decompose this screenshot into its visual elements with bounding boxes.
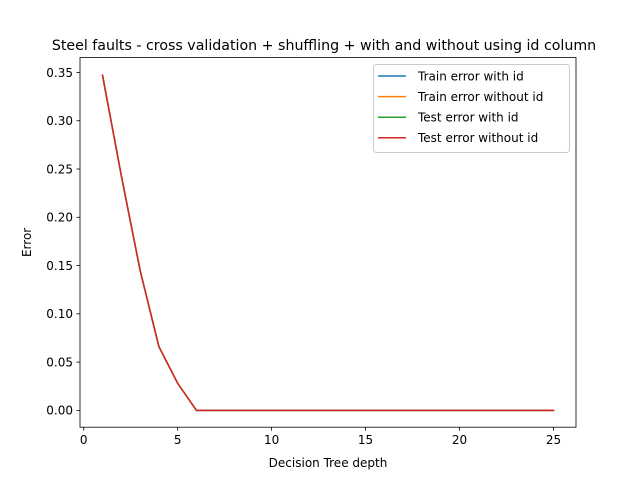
x-tick-label: 20	[452, 433, 467, 447]
y-tick-label: 0.30	[46, 114, 73, 128]
y-tick-label: 0.10	[46, 307, 73, 321]
legend-label: Train error without id	[417, 90, 543, 104]
y-tick-label: 0.35	[46, 66, 73, 80]
series-line-4	[101, 74, 555, 412]
legend: Train error with id Train error without i…	[373, 64, 570, 153]
legend-label: Train error with id	[417, 69, 524, 83]
x-axis-label: Decision Tree depth	[269, 456, 388, 470]
legend-label: Test error with id	[417, 111, 519, 125]
x-axis-ticks: 0 5 10 15 20 25	[80, 427, 561, 447]
x-tick-label: 0	[80, 433, 88, 447]
x-tick-label: 5	[174, 433, 182, 447]
y-axis-label: Error	[20, 228, 34, 257]
y-tick-label: 0.25	[46, 162, 73, 176]
y-tick-label: 0.20	[46, 211, 73, 225]
y-tick-label: 0.15	[46, 259, 73, 273]
series-lines	[101, 74, 555, 412]
legend-box	[373, 64, 570, 153]
y-axis-ticks: 0.00 0.05 0.10 0.15 0.20 0.25 0.30 0.35	[46, 66, 80, 418]
y-tick-label: 0.05	[46, 355, 73, 369]
x-tick-label: 10	[264, 433, 279, 447]
y-tick-label: 0.00	[46, 404, 73, 418]
x-tick-label: 15	[358, 433, 373, 447]
chart-title: Steel faults - cross validation + shuffl…	[52, 38, 596, 54]
legend-label: Test error without id	[417, 131, 538, 145]
plot-area-frame	[79, 57, 577, 428]
x-tick-label: 25	[546, 433, 561, 447]
